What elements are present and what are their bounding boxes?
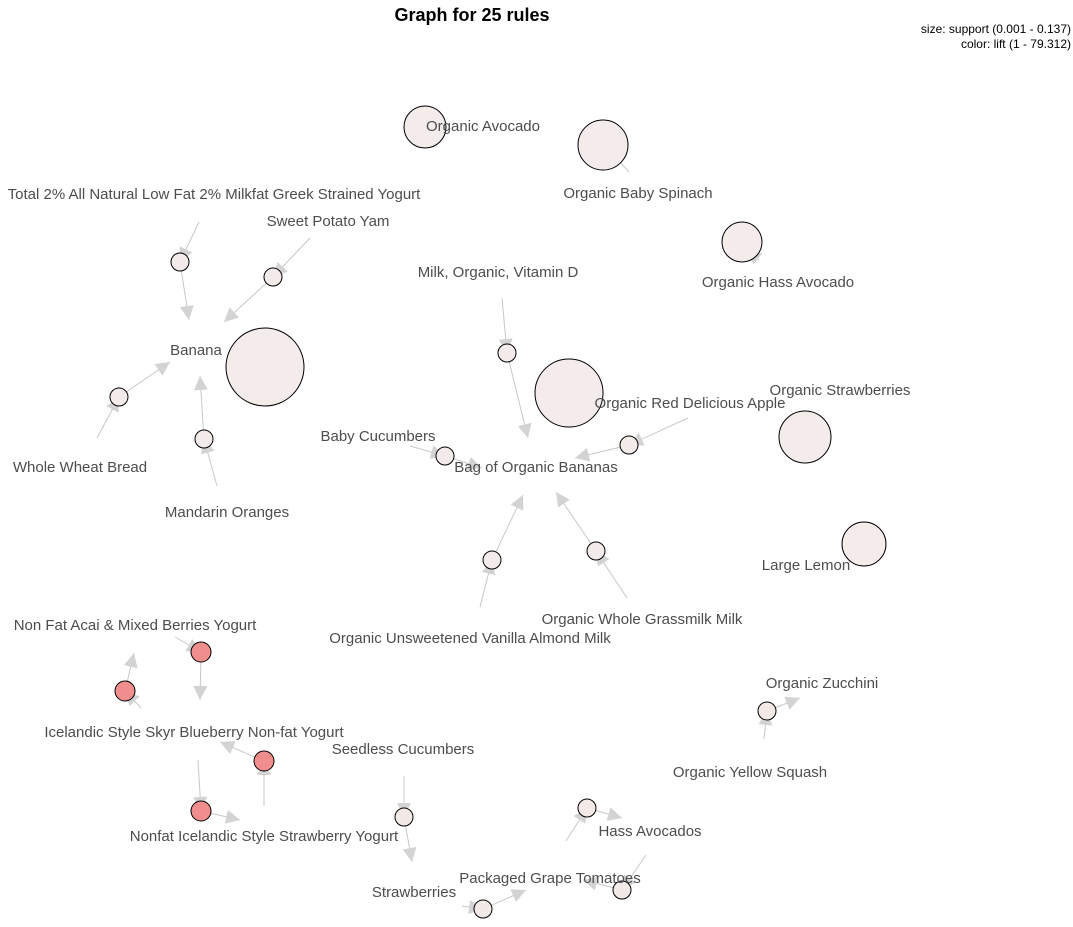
item-label-hass: Hass Avocados: [598, 823, 701, 840]
item-label-milk: Milk, Organic, Vitamin D: [418, 264, 579, 281]
item-label-banana: Banana: [170, 342, 222, 359]
rule-node: [114, 680, 136, 702]
item-label-skyr-straw: Nonfat Icelandic Style Strawberry Yogurt: [130, 828, 399, 845]
item-label-bag: Bag of Organic Bananas: [454, 459, 617, 476]
rule-node: [190, 641, 212, 663]
item-label-spinach: Organic Baby Spinach: [563, 185, 712, 202]
rule-node: [586, 541, 606, 561]
item-label-apple: Organic Red Delicious Apple: [595, 395, 786, 412]
edge-arrowhead: [193, 685, 208, 700]
rule-node: [841, 521, 887, 567]
edge-arrowhead: [402, 846, 417, 862]
item-label-avocado: Organic Avocado: [426, 118, 540, 135]
item-label-hass-org: Organic Hass Avocado: [702, 274, 854, 291]
item-label-cucumbers: Baby Cucumbers: [320, 428, 435, 445]
edge-arrowhead: [510, 889, 526, 903]
rule-node: [473, 899, 493, 919]
item-labels-layer: Organic Avocado Organic Baby Spinach Total…: [8, 118, 911, 901]
legend-color: color: lift (1 - 79.312): [961, 37, 1071, 51]
rule-node: [778, 410, 832, 464]
edge-arrowhead: [123, 653, 138, 669]
rule-node: [194, 429, 214, 449]
rule-node: [612, 880, 632, 900]
graph-title: Graph for 25 rules: [394, 5, 549, 25]
item-label-skyr-blue: Icelandic Style Skyr Blueberry Non-fat Y…: [44, 724, 344, 741]
rule-node: [435, 446, 455, 466]
rule-node: [534, 358, 604, 428]
rule-node: [619, 435, 639, 455]
item-label-grassmilk: Organic Whole Grassmilk Milk: [542, 611, 743, 628]
item-label-greek: Total 2% All Natural Low Fat 2% Milkfat …: [8, 186, 422, 203]
rule-node: [225, 327, 305, 407]
edge-arrowhead: [556, 492, 570, 508]
item-label-almond: Organic Unsweetened Vanilla Almond Milk: [329, 630, 611, 647]
edge-arrowhead: [154, 362, 170, 376]
edge-arrowhead: [517, 422, 532, 438]
edge-arrowhead: [224, 307, 240, 322]
rule-node: [577, 798, 597, 818]
rule-node: [577, 119, 629, 171]
item-label-seedless: Seedless Cucumbers: [332, 741, 475, 758]
item-label-wheat: Whole Wheat Bread: [13, 459, 147, 476]
edge-arrowhead: [784, 696, 800, 710]
item-label-straw-org: Organic Strawberries: [770, 382, 911, 399]
edge-arrowhead: [179, 305, 194, 320]
edge-arrowhead: [583, 876, 599, 891]
item-label-strawberries: Strawberries: [372, 884, 456, 901]
rule-edge: [506, 352, 529, 439]
rule-node: [263, 267, 283, 287]
rule-node: [394, 807, 414, 827]
edge-arrowhead: [466, 457, 482, 471]
item-label-zucchini: Organic Zucchini: [766, 675, 879, 692]
item-label-yam: Sweet Potato Yam: [267, 213, 390, 230]
rule-nodes-layer: [109, 105, 887, 919]
item-label-lemon: Large Lemon: [762, 557, 850, 574]
rule-node: [497, 343, 517, 363]
edge-arrowhead: [220, 741, 236, 754]
rule-node: [403, 105, 447, 149]
item-label-tomatoes: Packaged Grape Tomatoes: [459, 870, 641, 887]
rule-node: [109, 387, 129, 407]
item-label-acai: Non Fat Acai & Mixed Berries Yogurt: [14, 617, 257, 634]
edge-arrowhead: [224, 810, 240, 824]
item-label-mandarin: Mandarin Oranges: [165, 504, 289, 521]
rule-node: [482, 550, 502, 570]
rule-node: [721, 221, 763, 263]
edge-arrowhead: [606, 807, 622, 821]
rule-node: [253, 750, 275, 772]
rule-node: [170, 252, 190, 272]
item-label-squash: Organic Yellow Squash: [673, 764, 827, 781]
legend-size: size: support (0.001 - 0.137): [921, 22, 1071, 36]
edge-arrowhead: [510, 495, 524, 511]
edge-arrowhead: [575, 447, 591, 462]
edge-arrowhead: [193, 376, 208, 391]
rule-node: [190, 800, 212, 822]
rule-node: [757, 701, 777, 721]
